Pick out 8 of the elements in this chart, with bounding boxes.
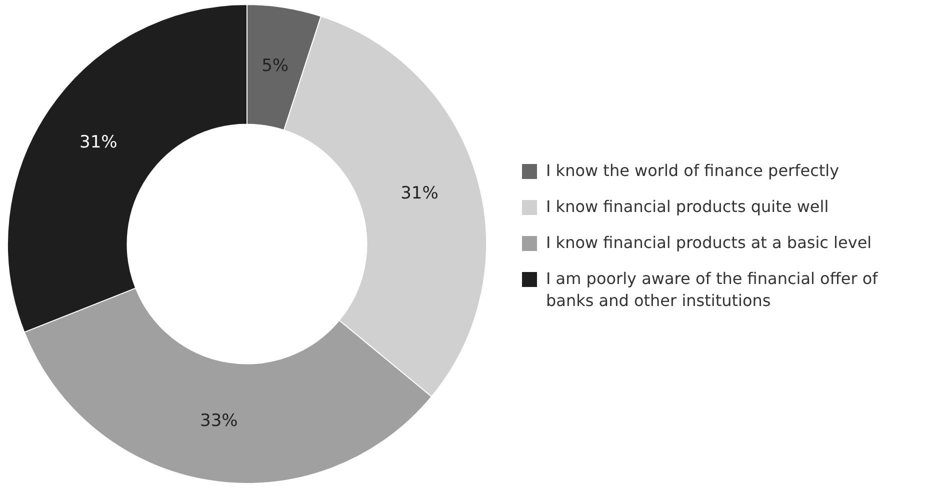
data-label: 33%: [200, 410, 238, 431]
legend-label: I know the world of finance perfectly: [546, 160, 840, 182]
data-label: 5%: [262, 56, 289, 76]
data-label: 31%: [400, 183, 438, 204]
data-label: 31%: [80, 132, 118, 152]
legend-label: I know financial products at a basic level: [546, 232, 873, 254]
legend-label: I am poorly aware of the financial offer of banks and other institutions: [546, 268, 879, 312]
legend-label: I know financial products quite well: [546, 196, 830, 218]
